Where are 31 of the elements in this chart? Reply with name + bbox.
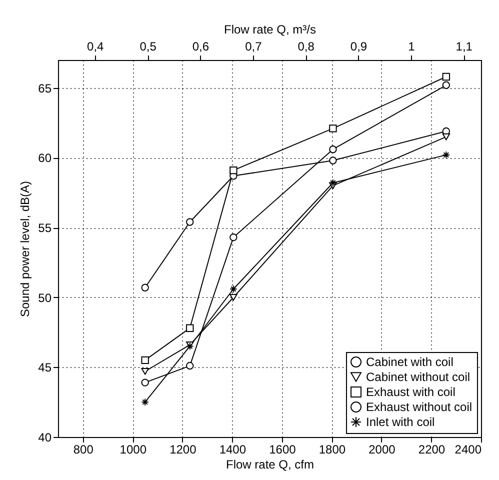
y-tick-label: 55 xyxy=(38,221,52,236)
x-tick-label: 1600 xyxy=(269,442,296,456)
legend-label: Exhaust with coil xyxy=(366,385,456,399)
x2-tick-label: 1 xyxy=(408,40,416,54)
x2-tick-label: 0,6 xyxy=(192,40,210,54)
x2-tick-label: 1,1 xyxy=(456,40,473,54)
x2-tick-label: 0,4 xyxy=(87,40,104,54)
x-tick-label: 800 xyxy=(73,442,94,456)
legend-label: Inlet with coil xyxy=(366,415,435,429)
x-tick-label: 1800 xyxy=(318,442,346,456)
legend-label: Cabinet with coil xyxy=(366,355,454,369)
y-tick-label: 45 xyxy=(38,360,52,375)
x2-axis-title: Flow rate Q, m³/s xyxy=(224,22,316,36)
legend-label: Exhaust without coil xyxy=(366,400,472,414)
x-tick-label: 2000 xyxy=(368,442,396,456)
x-tick-label: 2200 xyxy=(418,442,446,456)
legend-label: Cabinet without coil xyxy=(366,370,470,384)
x2-tick-label: 0,8 xyxy=(298,40,315,54)
x2-tick-label: 0,5 xyxy=(140,40,157,54)
x2-tick-label: 0,9 xyxy=(350,40,368,54)
y-tick-label: 65 xyxy=(38,81,52,96)
x-tick-label: 1000 xyxy=(120,442,147,456)
x-axis-title: Flow rate Q, cfm xyxy=(226,458,314,472)
x-tick-label: 2400 xyxy=(454,442,482,456)
y-tick-label: 60 xyxy=(38,151,52,166)
x-tick-label: 1400 xyxy=(219,442,246,456)
x2-tick-label: 0,7 xyxy=(245,40,262,54)
y-tick-label: 40 xyxy=(38,430,52,444)
x-tick-label: 1200 xyxy=(170,442,197,456)
y-axis-title: Sound power level, dB(A) xyxy=(18,180,32,318)
y-tick-label: 50 xyxy=(38,290,52,305)
